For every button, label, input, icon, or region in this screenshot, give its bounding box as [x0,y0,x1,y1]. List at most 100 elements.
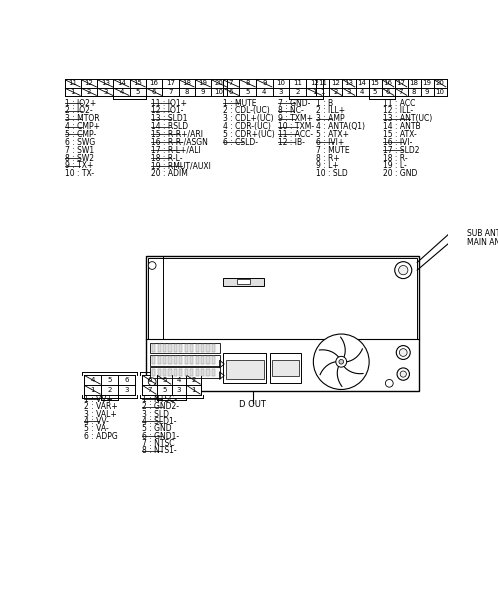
Text: 2 : IO2-: 2 : IO2- [65,107,92,116]
Bar [201,344,204,352]
Bar [150,367,220,378]
Text: 9 : L+: 9 : L+ [316,161,339,170]
Bar [174,344,177,352]
Text: 3 : MTOR: 3 : MTOR [65,114,99,123]
Text: 15: 15 [133,81,142,87]
Text: 7: 7 [168,89,173,95]
Circle shape [336,356,347,367]
Text: 17 : R-L+/ALI: 17 : R-L+/ALI [151,146,201,155]
Bar [157,344,161,352]
Text: 6: 6 [386,89,390,95]
Text: 5: 5 [108,377,112,383]
Text: SUB ANTENNA: SUB ANTENNA [467,229,498,238]
Bar [152,344,155,352]
Bar [150,355,220,365]
Text: 2: 2 [191,377,196,383]
Text: 10 : TXM-: 10 : TXM- [278,122,314,131]
Text: 2: 2 [334,89,338,95]
Text: 2: 2 [295,89,300,95]
Text: 8 : NTS1-: 8 : NTS1- [142,446,177,455]
Text: 11: 11 [68,81,77,87]
Text: 12: 12 [310,81,319,87]
Text: 1 : MUTE: 1 : MUTE [223,99,256,108]
Text: 20 : GND: 20 : GND [383,169,417,178]
Text: 2 : CDL-(UC): 2 : CDL-(UC) [223,107,269,116]
Bar [201,356,204,364]
Text: 1 : IO2+: 1 : IO2+ [65,99,96,108]
Bar [196,368,199,376]
Bar [179,344,182,352]
Circle shape [396,346,410,359]
Text: 1 : B: 1 : B [316,99,334,108]
Text: 4 : CMP+: 4 : CMP+ [65,122,100,131]
Bar [190,368,193,376]
Bar [179,356,182,364]
Bar [212,356,215,364]
Bar [168,356,171,364]
Text: 2 : VAR+: 2 : VAR+ [84,402,118,411]
Bar [168,344,171,352]
Bar [157,368,161,376]
Text: 12: 12 [85,81,94,87]
Text: 7 : MUTE: 7 : MUTE [316,146,350,155]
Bar [190,356,193,364]
Text: 8: 8 [246,81,250,87]
Text: 19 : RMUT/AUXI: 19 : RMUT/AUXI [151,161,211,170]
Text: 11 : ACC: 11 : ACC [383,99,415,108]
Bar [316,79,447,96]
Bar [190,344,193,352]
Bar [142,375,201,395]
Text: 16 : IVI-: 16 : IVI- [383,138,412,147]
Bar [84,375,135,395]
Text: 11 : IO1+: 11 : IO1+ [151,99,187,108]
Text: 3: 3 [103,89,108,95]
Text: 4 : SLD1-: 4 : SLD1- [142,417,177,426]
Bar [157,356,161,364]
Text: 19 : L-: 19 : L- [383,161,407,170]
Text: 11 : ACC-: 11 : ACC- [278,130,313,139]
Bar [238,279,250,284]
Text: 4: 4 [262,89,266,95]
Text: 5 : CMP-: 5 : CMP- [65,130,96,139]
Bar [168,368,171,376]
Text: 14 : ANTB: 14 : ANTB [383,122,421,131]
Text: 4 : VV-: 4 : VV- [84,417,109,426]
Text: 5 : GND: 5 : GND [142,424,172,433]
Text: 12: 12 [332,81,341,87]
Bar [270,353,301,383]
Text: 15 : R-R+/ARI: 15 : R-R+/ARI [151,130,203,139]
Text: 8 : SW2: 8 : SW2 [65,154,94,163]
Text: 3 : VAL+: 3 : VAL+ [84,409,117,418]
Bar [224,353,266,383]
Text: 8: 8 [184,89,189,95]
Text: 6 : GND1-: 6 : GND1- [142,432,179,441]
Text: 7 : GND-: 7 : GND- [278,99,310,108]
Text: 11: 11 [293,81,302,87]
Text: 3 : CDL+(UC): 3 : CDL+(UC) [223,114,273,123]
Text: 12 : IO1-: 12 : IO1- [151,107,184,116]
Text: 8: 8 [412,89,416,95]
Text: 5: 5 [246,89,250,95]
Circle shape [148,262,156,269]
Circle shape [398,265,408,275]
Text: 5: 5 [162,377,166,383]
Text: 20: 20 [436,81,445,87]
Text: 6: 6 [124,377,129,383]
Text: 9: 9 [262,81,266,87]
Text: 3 : AMP: 3 : AMP [316,114,345,123]
Text: 1: 1 [191,387,196,393]
Text: 7 : SW1: 7 : SW1 [65,146,94,155]
Bar [179,368,182,376]
Text: 17: 17 [166,81,175,87]
Text: 7 : NTSC: 7 : NTSC [142,439,175,448]
Text: 4: 4 [360,89,364,95]
Text: 16: 16 [383,81,392,87]
Bar [174,356,177,364]
Text: 19: 19 [198,81,207,87]
Text: 15 : ATX-: 15 : ATX- [383,130,417,139]
Text: 3: 3 [279,89,283,95]
Text: 13 : SLD1: 13 : SLD1 [151,114,188,123]
Text: 14: 14 [117,81,126,87]
Bar [147,258,417,340]
Bar [212,368,215,376]
